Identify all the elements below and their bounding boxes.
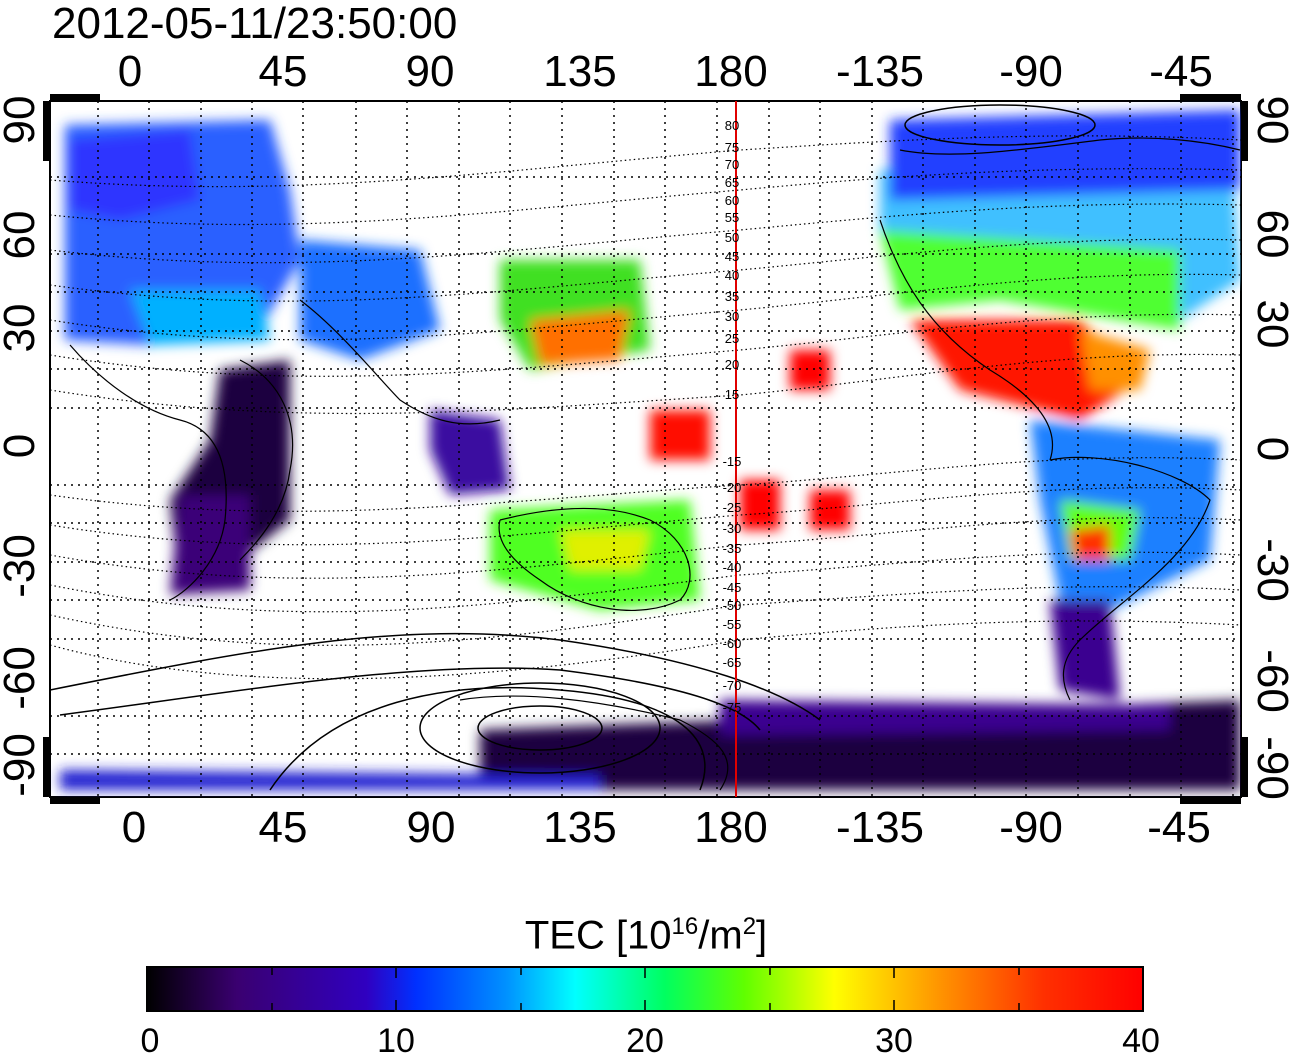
mag-lat-label: 75 [725, 140, 739, 155]
y-tick-right: -30 [1248, 538, 1292, 602]
colorbar-minor-ticks [146, 967, 1020, 1011]
y-tick-left: 0 [0, 434, 44, 458]
colorbar-ticks: 0 10 20 30 40 [141, 1022, 1160, 1057]
x-axis-bottom: 0 45 90 135 180 -135 -90 -45 [122, 803, 1211, 852]
mag-lat-label: -70 [723, 678, 742, 693]
colorbar-title: TEC [1016/m2] [0, 902, 1292, 960]
y-tick-right: -90 [1248, 736, 1292, 800]
mag-lat-label: -65 [723, 655, 742, 670]
mag-lat-label: -25 [723, 500, 742, 515]
x-tick-bottom: 45 [259, 803, 308, 852]
mag-lat-label: -50 [723, 598, 742, 613]
mag-lat-label: 55 [725, 210, 739, 225]
y-tick-right: 90 [1248, 96, 1292, 145]
y-tick-left: -90 [0, 733, 44, 797]
y-tick-right: 0 [1248, 437, 1292, 461]
mag-lat-label: 20 [725, 357, 739, 372]
y-tick-left: 60 [0, 211, 44, 260]
x-tick-top: 90 [406, 47, 455, 96]
x-tick-bottom: 0 [122, 803, 146, 852]
magnetic-pole-contours [50, 104, 1096, 791]
y-tick-left: 30 [0, 304, 44, 353]
mag-lat-label: 40 [725, 268, 739, 283]
mag-lat-label: -75 [723, 700, 742, 715]
map-title: 2012-05-11/23:50:00 [52, 0, 458, 48]
x-tick-bottom: 90 [407, 803, 456, 852]
x-tick-top: 45 [259, 47, 308, 96]
mag-lat-label: -55 [723, 617, 742, 632]
x-tick-top: 135 [543, 47, 616, 96]
mag-lat-label: 70 [725, 157, 739, 172]
colorbar-tick: 10 [377, 1022, 415, 1057]
x-tick-bottom: 135 [543, 803, 616, 852]
x-tick-top: -135 [836, 47, 924, 96]
colorbar-title-exponent: 16 [671, 913, 699, 940]
y-tick-right: 30 [1248, 300, 1292, 349]
frame-tick-bars [43, 94, 1248, 804]
mag-lat-label: 35 [725, 289, 739, 304]
colorbar-title-prefix: TEC [10 [524, 913, 672, 958]
y-axis-right: 90 60 30 0 -30 -60 -90 [1248, 96, 1292, 800]
mag-lat-label: 50 [725, 230, 739, 245]
mag-lat-label: 80 [725, 118, 739, 133]
colorbar-title-unit: /m [698, 913, 743, 958]
colorbar-tick: 40 [1122, 1022, 1160, 1057]
y-tick-right: 60 [1248, 210, 1292, 259]
x-tick-bottom: 180 [694, 803, 767, 852]
graticule [50, 101, 1241, 797]
mag-lat-label: -35 [723, 541, 742, 556]
mag-lat-label: -45 [723, 580, 742, 595]
x-axis-top: 0 45 90 135 180 -135 -90 -45 [118, 47, 1213, 96]
magnetic-latitude-contours [50, 135, 1241, 680]
colorbar-title-suffix: ] [756, 913, 768, 958]
y-tick-right: -60 [1248, 649, 1292, 713]
mag-lat-label: 30 [725, 309, 739, 324]
x-tick-bottom: -135 [836, 803, 924, 852]
coastlines [69, 137, 1241, 791]
x-tick-top: 180 [694, 47, 767, 96]
mag-lat-label: 15 [725, 387, 739, 402]
mag-lat-label: -60 [723, 636, 742, 651]
colorbar-tick: 30 [875, 1022, 913, 1057]
mag-lat-label: -15 [723, 454, 742, 469]
mag-lat-label: 65 [725, 175, 739, 190]
colorbar-tick: 0 [141, 1022, 160, 1057]
mag-lat-label: 25 [725, 331, 739, 346]
mag-lat-label: -20 [723, 480, 742, 495]
x-tick-bottom: -45 [1147, 803, 1211, 852]
mag-lat-label: 45 [725, 249, 739, 264]
y-tick-left: -60 [0, 646, 44, 710]
mag-lat-label: 60 [725, 193, 739, 208]
y-tick-left: -30 [0, 534, 44, 598]
mag-lat-label: -40 [723, 560, 742, 575]
mag-lat-label: -30 [723, 521, 742, 536]
colorbar-title-unit-exponent: 2 [742, 913, 757, 940]
colorbar-tick: 20 [626, 1022, 664, 1057]
x-tick-top: -90 [999, 47, 1063, 96]
magnetic-latitude-labels: 80 75 70 65 60 55 50 45 40 35 30 25 20 1… [723, 118, 742, 715]
x-tick-top: 0 [118, 47, 142, 96]
y-tick-left: 90 [0, 96, 44, 145]
x-tick-top: -45 [1149, 47, 1213, 96]
y-axis-left: 90 60 30 0 -30 -60 -90 [0, 96, 44, 797]
x-tick-bottom: -90 [999, 803, 1063, 852]
